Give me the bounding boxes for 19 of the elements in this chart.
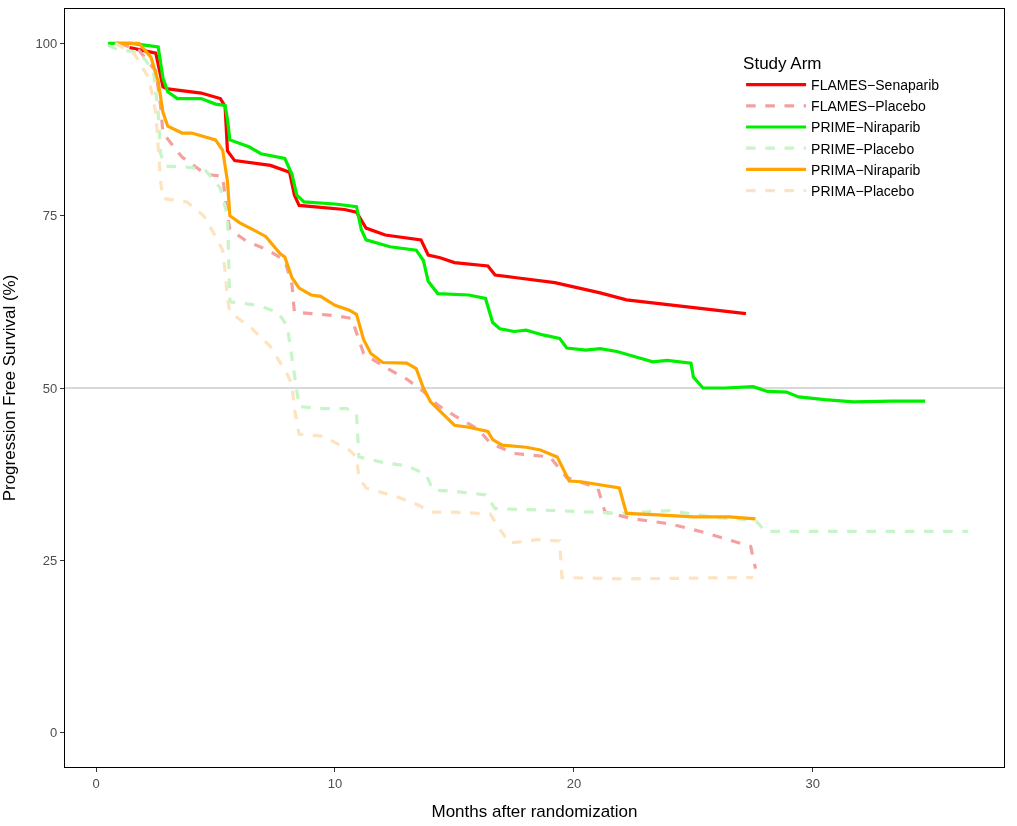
y-tick-label: 25 [42, 552, 58, 568]
legend-title: Study Arm [743, 54, 822, 73]
legend-label: PRIME−Placebo [811, 140, 915, 157]
x-tick-label: 30 [805, 775, 821, 791]
x-tick-label: 0 [92, 775, 100, 791]
line-series [106, 43, 970, 533]
x-tick-label: 10 [327, 775, 343, 791]
y-tick-label: 50 [42, 380, 58, 396]
x-axis-title: Months after randomization [431, 802, 638, 822]
y-tick-label: 0 [50, 725, 58, 741]
legend-label: PRIMA−Niraparib [811, 161, 921, 178]
y-tick-label: 75 [42, 208, 58, 224]
legend-label: PRIME−Niraparib [811, 119, 921, 136]
y-tick-label: 100 [35, 36, 58, 51]
y-axis-title: Progression Free Survival (%) [0, 274, 20, 502]
legend-label: FLAMES−Placebo [811, 98, 927, 115]
legend-label: PRIMA−Placebo [811, 183, 915, 200]
legend-label: FLAMES−Senaparib [811, 77, 940, 94]
x-tick-label: 20 [566, 775, 582, 791]
